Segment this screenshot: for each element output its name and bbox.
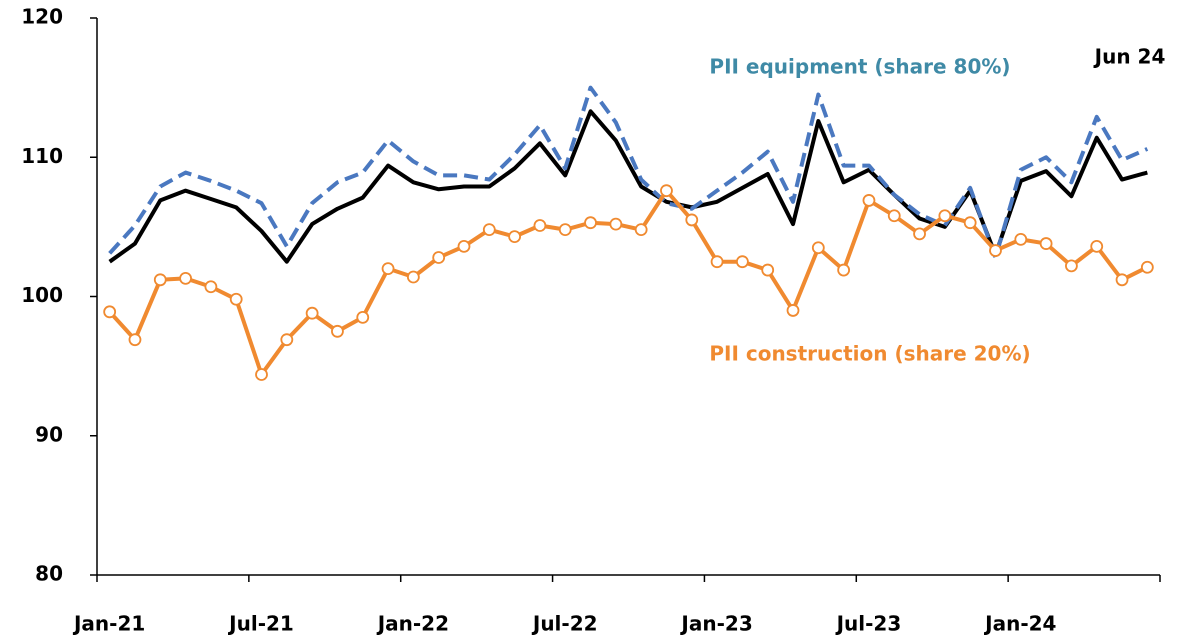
point (558, 223, 572, 237)
point (1065, 259, 1078, 273)
x-tick-label: Jul-22 (531, 612, 598, 636)
point (1014, 233, 1028, 246)
point (406, 270, 420, 284)
point (331, 324, 344, 338)
point (280, 333, 294, 347)
point (204, 280, 218, 294)
x-tick-label: Jan-21 (72, 612, 145, 636)
point (685, 213, 699, 227)
y-tick-label: 110 (21, 144, 63, 168)
y-tick-label: 80 (35, 562, 63, 586)
point (609, 217, 623, 231)
point (153, 273, 167, 287)
y-tick-label: 90 (35, 422, 63, 446)
series-label: PII equipment (share 80%) (709, 55, 1010, 79)
point (1039, 237, 1053, 250)
series-line (108, 109, 1148, 264)
point (913, 227, 926, 241)
x-tick-label: Jan-24 (983, 612, 1056, 636)
point (1140, 260, 1154, 274)
point (103, 305, 117, 319)
point (457, 239, 471, 253)
point (1115, 273, 1129, 287)
point (660, 184, 673, 198)
point (989, 244, 1002, 257)
annotation: Jun 24 (1093, 45, 1166, 69)
point (179, 271, 192, 285)
point (584, 216, 597, 230)
point (482, 223, 496, 237)
point (305, 306, 319, 320)
x-tick-label: Jan-22 (376, 612, 449, 636)
point (508, 230, 522, 244)
point (255, 368, 268, 381)
point (533, 219, 547, 232)
x-tick-label: Jul-21 (227, 612, 294, 636)
point (432, 251, 446, 264)
y-tick-label: 100 (21, 283, 63, 307)
point (1090, 239, 1104, 253)
point (963, 216, 977, 230)
point (887, 209, 901, 223)
point (761, 263, 775, 277)
point (786, 304, 800, 317)
point (735, 255, 749, 269)
x-tick-label: Jul-23 (835, 612, 902, 636)
point (381, 262, 395, 276)
point (811, 241, 825, 255)
x-tick-label: Jan-23 (679, 612, 752, 636)
point (837, 263, 851, 277)
point (634, 223, 648, 237)
point (710, 255, 724, 269)
point (128, 333, 142, 347)
point (862, 194, 876, 207)
series-label: PII construction (share 20%) (709, 342, 1030, 366)
y-tick-label: 120 (21, 5, 63, 29)
point (356, 310, 370, 324)
series-line (108, 85, 1149, 260)
point (229, 292, 243, 306)
point (938, 209, 952, 223)
